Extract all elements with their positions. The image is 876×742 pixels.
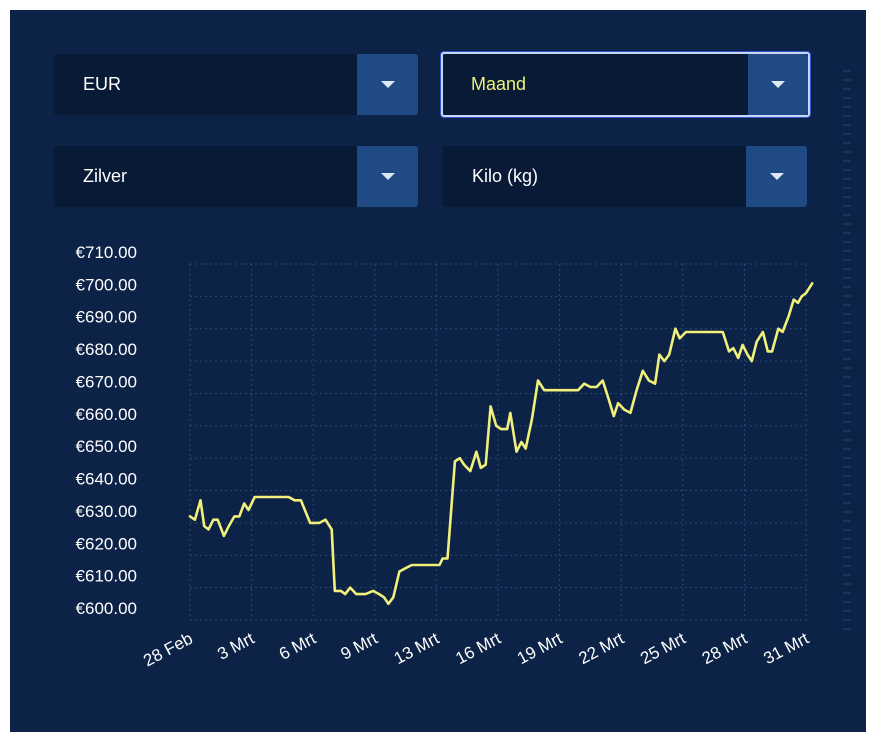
y-tick-label: €650.00: [76, 437, 137, 456]
currency-select-value: EUR: [83, 74, 122, 94]
y-tick-label: €660.00: [76, 405, 137, 424]
y-tick-label: €680.00: [76, 340, 137, 359]
unit-select[interactable]: Kilo (kg): [443, 146, 807, 207]
x-tick-label: 22 Mrt: [576, 629, 628, 669]
x-tick-label: 9 Mrt: [338, 629, 381, 664]
y-tick-label: €600.00: [76, 599, 137, 618]
chevron-down-icon: [771, 81, 785, 88]
chevron-down-icon: [769, 173, 784, 180]
unit-select-value: Kilo (kg): [472, 166, 539, 186]
y-axis-ticks: €600.00 €610.00 €620.00 €630.00 €640.00 €650.…: [76, 243, 137, 618]
price-series-line: [188, 282, 814, 606]
period-select[interactable]: Maand: [441, 52, 810, 117]
x-axis-ticks: 28 Feb 3 Mrt 6 Mrt 9 Mrt 13 Mrt 16 Mrt 19 Mrt 2…: [140, 629, 812, 671]
chart-panel: [10, 10, 866, 732]
x-tick-label: 25 Mrt: [637, 629, 689, 669]
currency-select[interactable]: EUR: [54, 54, 418, 115]
metal-select-value: Zilver: [83, 166, 127, 186]
y-tick-label: €640.00: [76, 470, 137, 489]
y-tick-label: €620.00: [76, 534, 137, 553]
period-select-value: Maand: [471, 74, 527, 94]
y-tick-label: €670.00: [76, 372, 137, 391]
y-tick-label: €690.00: [76, 308, 137, 327]
x-tick-label: 6 Mrt: [276, 629, 319, 664]
x-tick-label: 19 Mrt: [514, 629, 566, 669]
x-tick-label: 16 Mrt: [452, 629, 504, 669]
metal-select[interactable]: Zilver: [54, 146, 418, 207]
y-tick-label: €700.00: [76, 275, 137, 294]
chart-grid: [189, 263, 807, 621]
chevron-down-icon: [380, 173, 395, 180]
chevron-down-icon: [380, 81, 395, 88]
metal-dropdown-button[interactable]: [357, 146, 418, 207]
currency-dropdown-button[interactable]: [357, 54, 418, 115]
y-tick-label: €610.00: [76, 567, 137, 586]
x-tick-label: 13 Mrt: [391, 629, 443, 669]
x-tick-label: 28 Feb: [140, 629, 196, 671]
x-tick-label: 31 Mrt: [760, 629, 812, 669]
y-tick-label: €630.00: [76, 502, 137, 521]
unit-dropdown-button[interactable]: [746, 146, 807, 207]
period-dropdown-button[interactable]: [748, 54, 808, 115]
x-tick-label: 3 Mrt: [214, 629, 257, 664]
x-tick-label: 28 Mrt: [699, 629, 751, 669]
scrollbar[interactable]: [843, 70, 851, 630]
y-tick-label: €710.00: [76, 243, 137, 262]
